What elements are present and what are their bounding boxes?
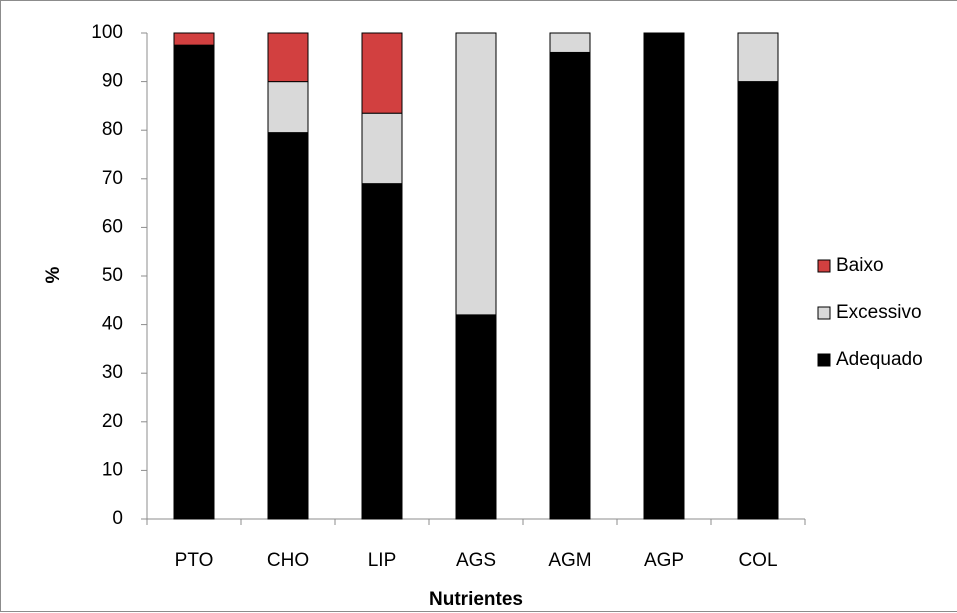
y-tick-label: 50 [102,265,123,286]
y-axis-title: % [43,266,64,283]
bar-segment-excessivo-agm [549,32,591,53]
bar-segment-excessivo-col [737,32,779,83]
bar-segment-excessivo-lip [361,112,403,185]
bar-segment-baixo-lip [361,32,403,114]
bar-segment-adequado-ags [455,314,497,520]
bar-segment-baixo-pto [173,32,215,46]
legend-label-excessivo: Excessivo [836,302,922,323]
y-tick-label: 0 [112,508,123,529]
y-tick-label: 70 [102,168,123,189]
x-tick-label: AGS [456,550,496,571]
legend-swatch-adequado [817,353,831,367]
x-axis-title: Nutrientes [429,589,523,610]
bar-segment-adequado-col [737,81,779,520]
legend: Baixo Excessivo Adequado [817,255,923,370]
y-tick-label: 10 [102,459,123,480]
x-axis: PTO CHO LIP AGS AGM AGP COL [146,518,806,571]
bars [173,32,779,520]
y-tick-label: 80 [102,119,123,140]
x-tick-label: CHO [267,550,309,571]
bar-segment-baixo-cho [267,32,309,83]
x-tick-label: COL [738,550,777,571]
y-tick-label: 100 [91,22,123,43]
bar-segment-adequado-agp [643,32,685,520]
y-tick-label: 60 [102,216,123,237]
x-tick-label: AGM [548,550,591,571]
legend-swatch-excessivo [817,306,831,320]
y-tick-label: 30 [102,362,123,383]
y-tick-label: 20 [102,411,123,432]
bar-segment-excessivo-cho [267,81,309,134]
legend-swatch-baixo [817,259,831,273]
bar-segment-adequado-lip [361,183,403,520]
y-tick-label: 40 [102,314,123,335]
bar-segment-adequado-pto [173,44,215,520]
legend-label-adequado: Adequado [836,349,923,370]
bar-segment-excessivo-ags [455,32,497,316]
x-tick-label: PTO [175,550,214,571]
y-tick-label: 90 [102,71,123,92]
x-tick-label: AGP [644,550,684,571]
bar-segment-adequado-cho [267,132,309,520]
legend-label-baixo: Baixo [836,255,884,276]
bar-segment-adequado-agm [549,51,591,520]
y-axis: 0 10 20 30 40 50 60 70 80 90 100 [91,22,148,529]
x-tick-label: LIP [368,550,397,571]
